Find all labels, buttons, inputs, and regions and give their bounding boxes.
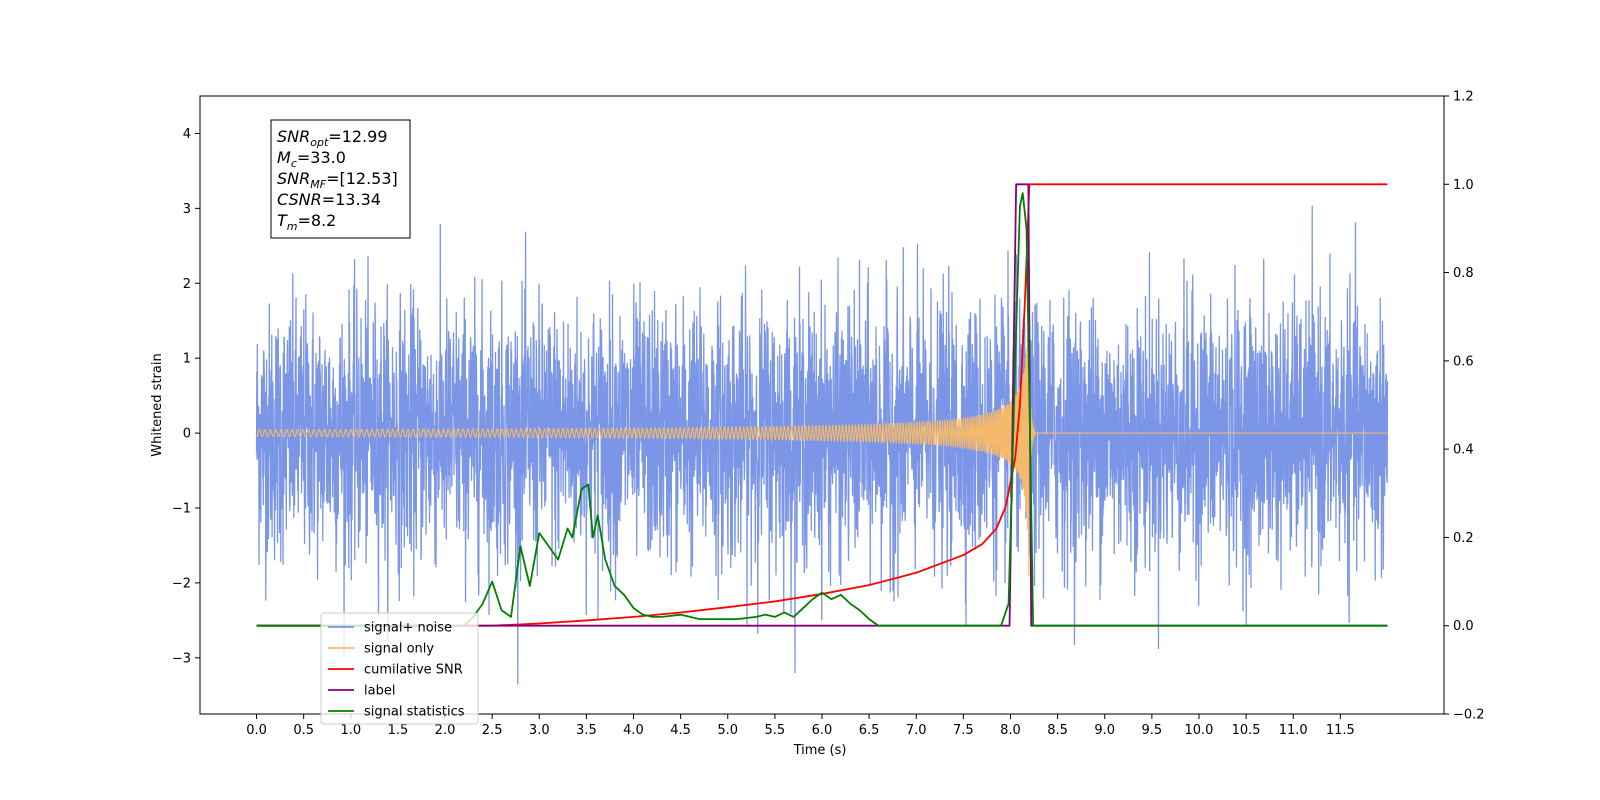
annotation-line: Tm=8.2 [277, 211, 336, 233]
legend-entry: label [364, 684, 395, 699]
annotation-box: SNRopt=12.99Mc=33.0SNRMF=[12.53]CSNR=13.… [270, 119, 411, 239]
y-tick-label: −1 [172, 502, 191, 517]
x-tick-label: 5.0 [717, 723, 738, 738]
y-tick-label: 4 [183, 127, 191, 142]
legend-entry: signal+ noise [364, 621, 452, 636]
x-tick-label: 6.5 [859, 723, 880, 738]
series-line-2 [256, 183, 1388, 627]
x-tick-label: 1.5 [388, 723, 409, 738]
annotation-line: SNRMF=[12.53] [277, 169, 398, 191]
y-axis-left: 4 3 2 1 0 −1 −2 −3 [172, 127, 200, 666]
x-tick-label: 10.5 [1232, 723, 1261, 738]
y-tick-label: 1 [183, 352, 191, 367]
annotation-line: CSNR=13.34 [277, 190, 381, 209]
y-axis-right: 1.2 1.0 0.8 0.6 0.4 0.2 0.0 −0.2 [1444, 90, 1485, 723]
y2-tick-label: 0.6 [1453, 354, 1474, 369]
y2-tick-label: 0.4 [1453, 443, 1474, 458]
x-tick-label: 4.5 [670, 723, 691, 738]
x-tick-label: 9.0 [1094, 723, 1115, 738]
legend: signal+ noise signal only cumilative SNR la… [320, 612, 479, 725]
x-axis-label: Time (s) [793, 743, 847, 758]
x-tick-label: 0.5 [293, 723, 314, 738]
x-tick-label: 0.0 [246, 723, 267, 738]
y-tick-label: 0 [183, 427, 191, 442]
x-axis: 0.0 0.5 1.0 1.5 2.0 2.5 3.0 3.5 4.0 4.5 5.0 5.5 6.0 6… [246, 714, 1355, 738]
x-tick-label: 3.0 [529, 723, 550, 738]
y-tick-label: 3 [183, 202, 191, 217]
x-tick-label: 2.5 [482, 723, 503, 738]
x-tick-label: 9.5 [1142, 723, 1163, 738]
series-line-1 [256, 276, 1388, 577]
x-tick-label: 7.5 [953, 723, 974, 738]
x-tick-label: 8.5 [1047, 723, 1068, 738]
series-line-0 [255, 205, 1389, 685]
x-tick-label: 8.0 [1000, 723, 1021, 738]
x-tick-label: 3.5 [576, 723, 597, 738]
annotation-line: Mc=33.0 [277, 148, 346, 170]
x-tick-label: 6.0 [812, 723, 833, 738]
x-tick-label: 11.0 [1279, 723, 1308, 738]
y-tick-label: −3 [172, 651, 191, 666]
series-layer [255, 183, 1389, 685]
y-axis-label: Whitened strain [150, 353, 165, 456]
y2-tick-label: 0.0 [1453, 619, 1474, 634]
y2-tick-label: 0.8 [1453, 266, 1474, 281]
y2-tick-label: 1.0 [1453, 178, 1474, 193]
legend-entry: signal only [364, 642, 434, 657]
legend-entry: cumilative SNR [364, 663, 463, 678]
legend-entry: signal statistics [364, 705, 465, 720]
y2-tick-label: 1.2 [1453, 90, 1474, 105]
series-line-4 [256, 192, 1388, 627]
legend-frame [320, 612, 479, 725]
y2-tick-label: 0.2 [1453, 531, 1474, 546]
x-tick-label: 4.0 [623, 723, 644, 738]
x-tick-label: 5.5 [765, 723, 786, 738]
annotation-line: SNRopt=12.99 [277, 127, 388, 149]
y-tick-label: −2 [172, 576, 191, 591]
y2-tick-label: −0.2 [1453, 708, 1485, 723]
x-tick-label: 10.0 [1184, 723, 1213, 738]
annotation-frame [270, 119, 411, 239]
x-tick-label: 1.0 [340, 723, 361, 738]
y-tick-label: 2 [183, 277, 191, 292]
x-tick-label: 11.5 [1326, 723, 1355, 738]
x-tick-label: 2.0 [435, 723, 456, 738]
x-tick-label: 7.0 [906, 723, 927, 738]
